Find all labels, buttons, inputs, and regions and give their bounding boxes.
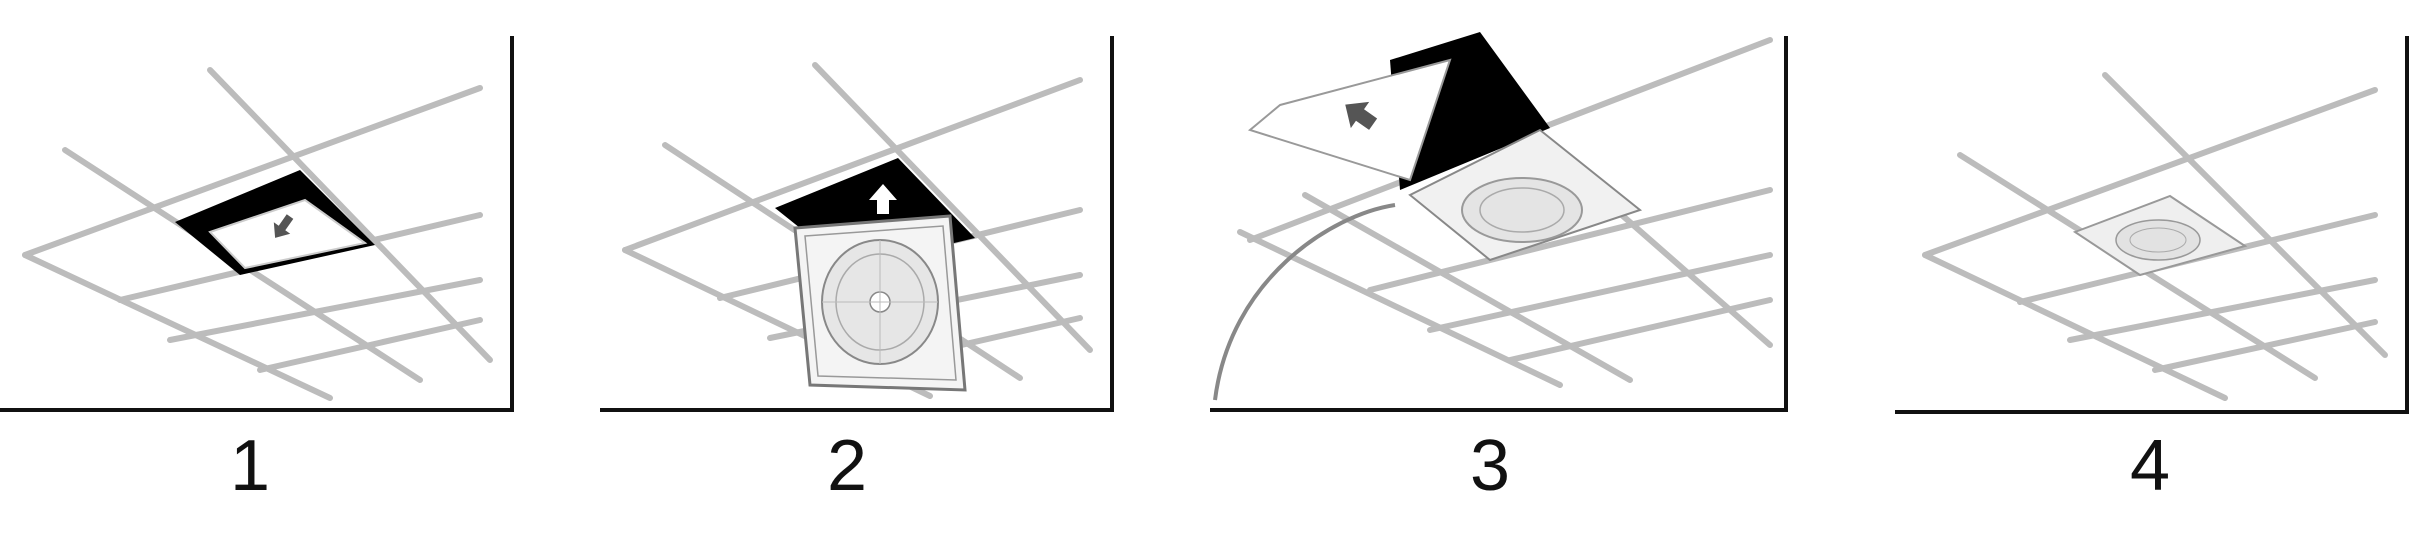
- arrow-up-left-icon: [1345, 101, 1378, 130]
- step-number: 4: [2129, 426, 2171, 506]
- power-cable: [1213, 203, 1396, 401]
- step-number: 2: [826, 426, 868, 506]
- step-number: 3: [1469, 426, 1511, 506]
- step-2-illustration: [622, 62, 1093, 399]
- step-1-panel: 1: [0, 0, 520, 536]
- step-4-panel: 4: [1895, 0, 2415, 536]
- fan-panel: [793, 214, 967, 392]
- step-2-panel: 2: [600, 0, 1120, 536]
- step-1-illustration: [22, 67, 493, 401]
- step-3-panel: 3: [1210, 0, 1810, 536]
- arrow-down-icon: [273, 214, 294, 238]
- step-number: 1: [229, 426, 271, 506]
- step-3-illustration: [1213, 32, 1773, 401]
- arrow-up-icon: [869, 184, 897, 214]
- fan-panel-installed: [1408, 128, 1643, 262]
- step-4-illustration: [1922, 72, 2388, 401]
- ceiling-grid: [1922, 72, 2388, 401]
- fan-panel-installed: [2072, 194, 2248, 277]
